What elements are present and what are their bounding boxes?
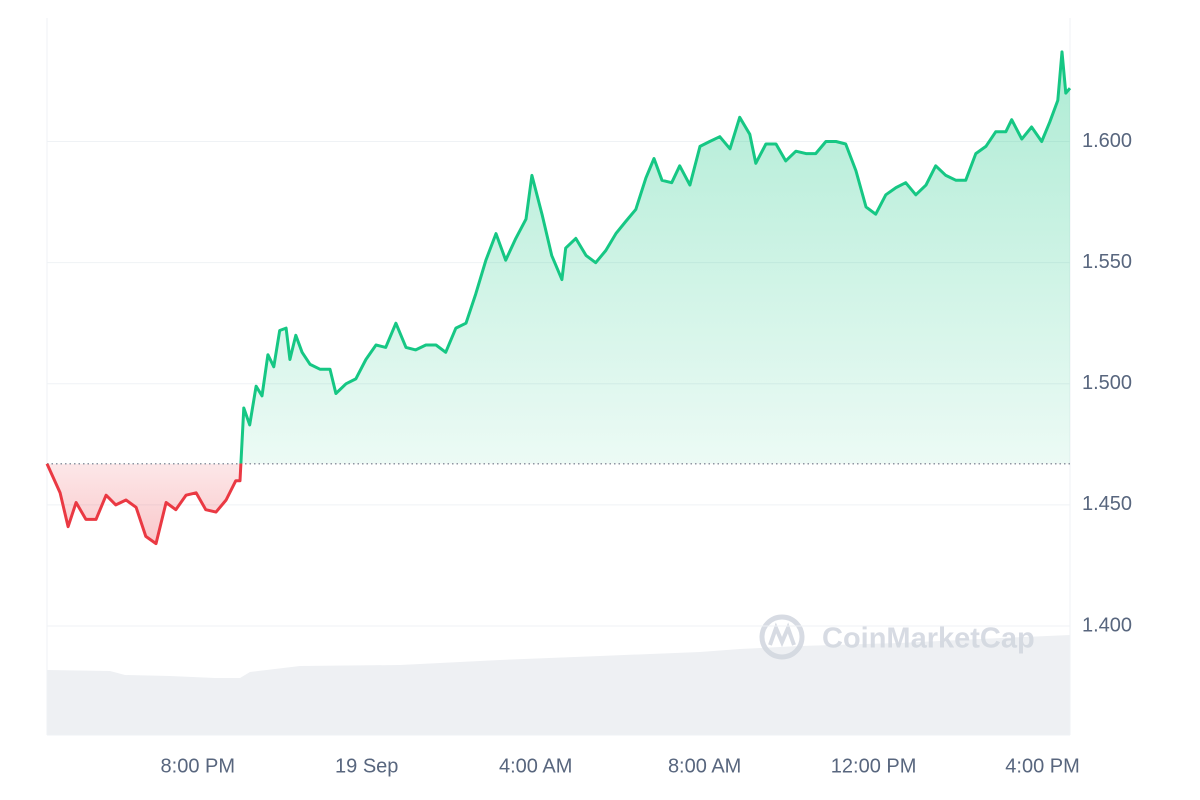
x-tick-label: 4:00 PM — [1005, 755, 1079, 777]
x-tick-label: 8:00 PM — [161, 755, 235, 777]
price-line — [45, 50, 1072, 546]
watermark-text: CoinMarketCap — [822, 623, 1035, 655]
area-down — [47, 463, 1070, 544]
y-tick-label: 1.550 — [1082, 251, 1132, 273]
x-tick-label: 8:00 AM — [668, 755, 741, 777]
x-tick-label: 12:00 PM — [831, 755, 917, 777]
y-tick-label: 1.600 — [1082, 130, 1132, 152]
y-tick-label: 1.450 — [1082, 493, 1132, 515]
volume-area — [47, 635, 1070, 735]
watermark: CoinMarketCap — [759, 614, 1035, 660]
y-tick-label: 1.400 — [1082, 614, 1132, 636]
y-tick-label: 1.500 — [1082, 372, 1132, 394]
x-tick-label: 19 Sep — [335, 755, 398, 777]
x-tick-label: 4:00 AM — [499, 755, 572, 777]
